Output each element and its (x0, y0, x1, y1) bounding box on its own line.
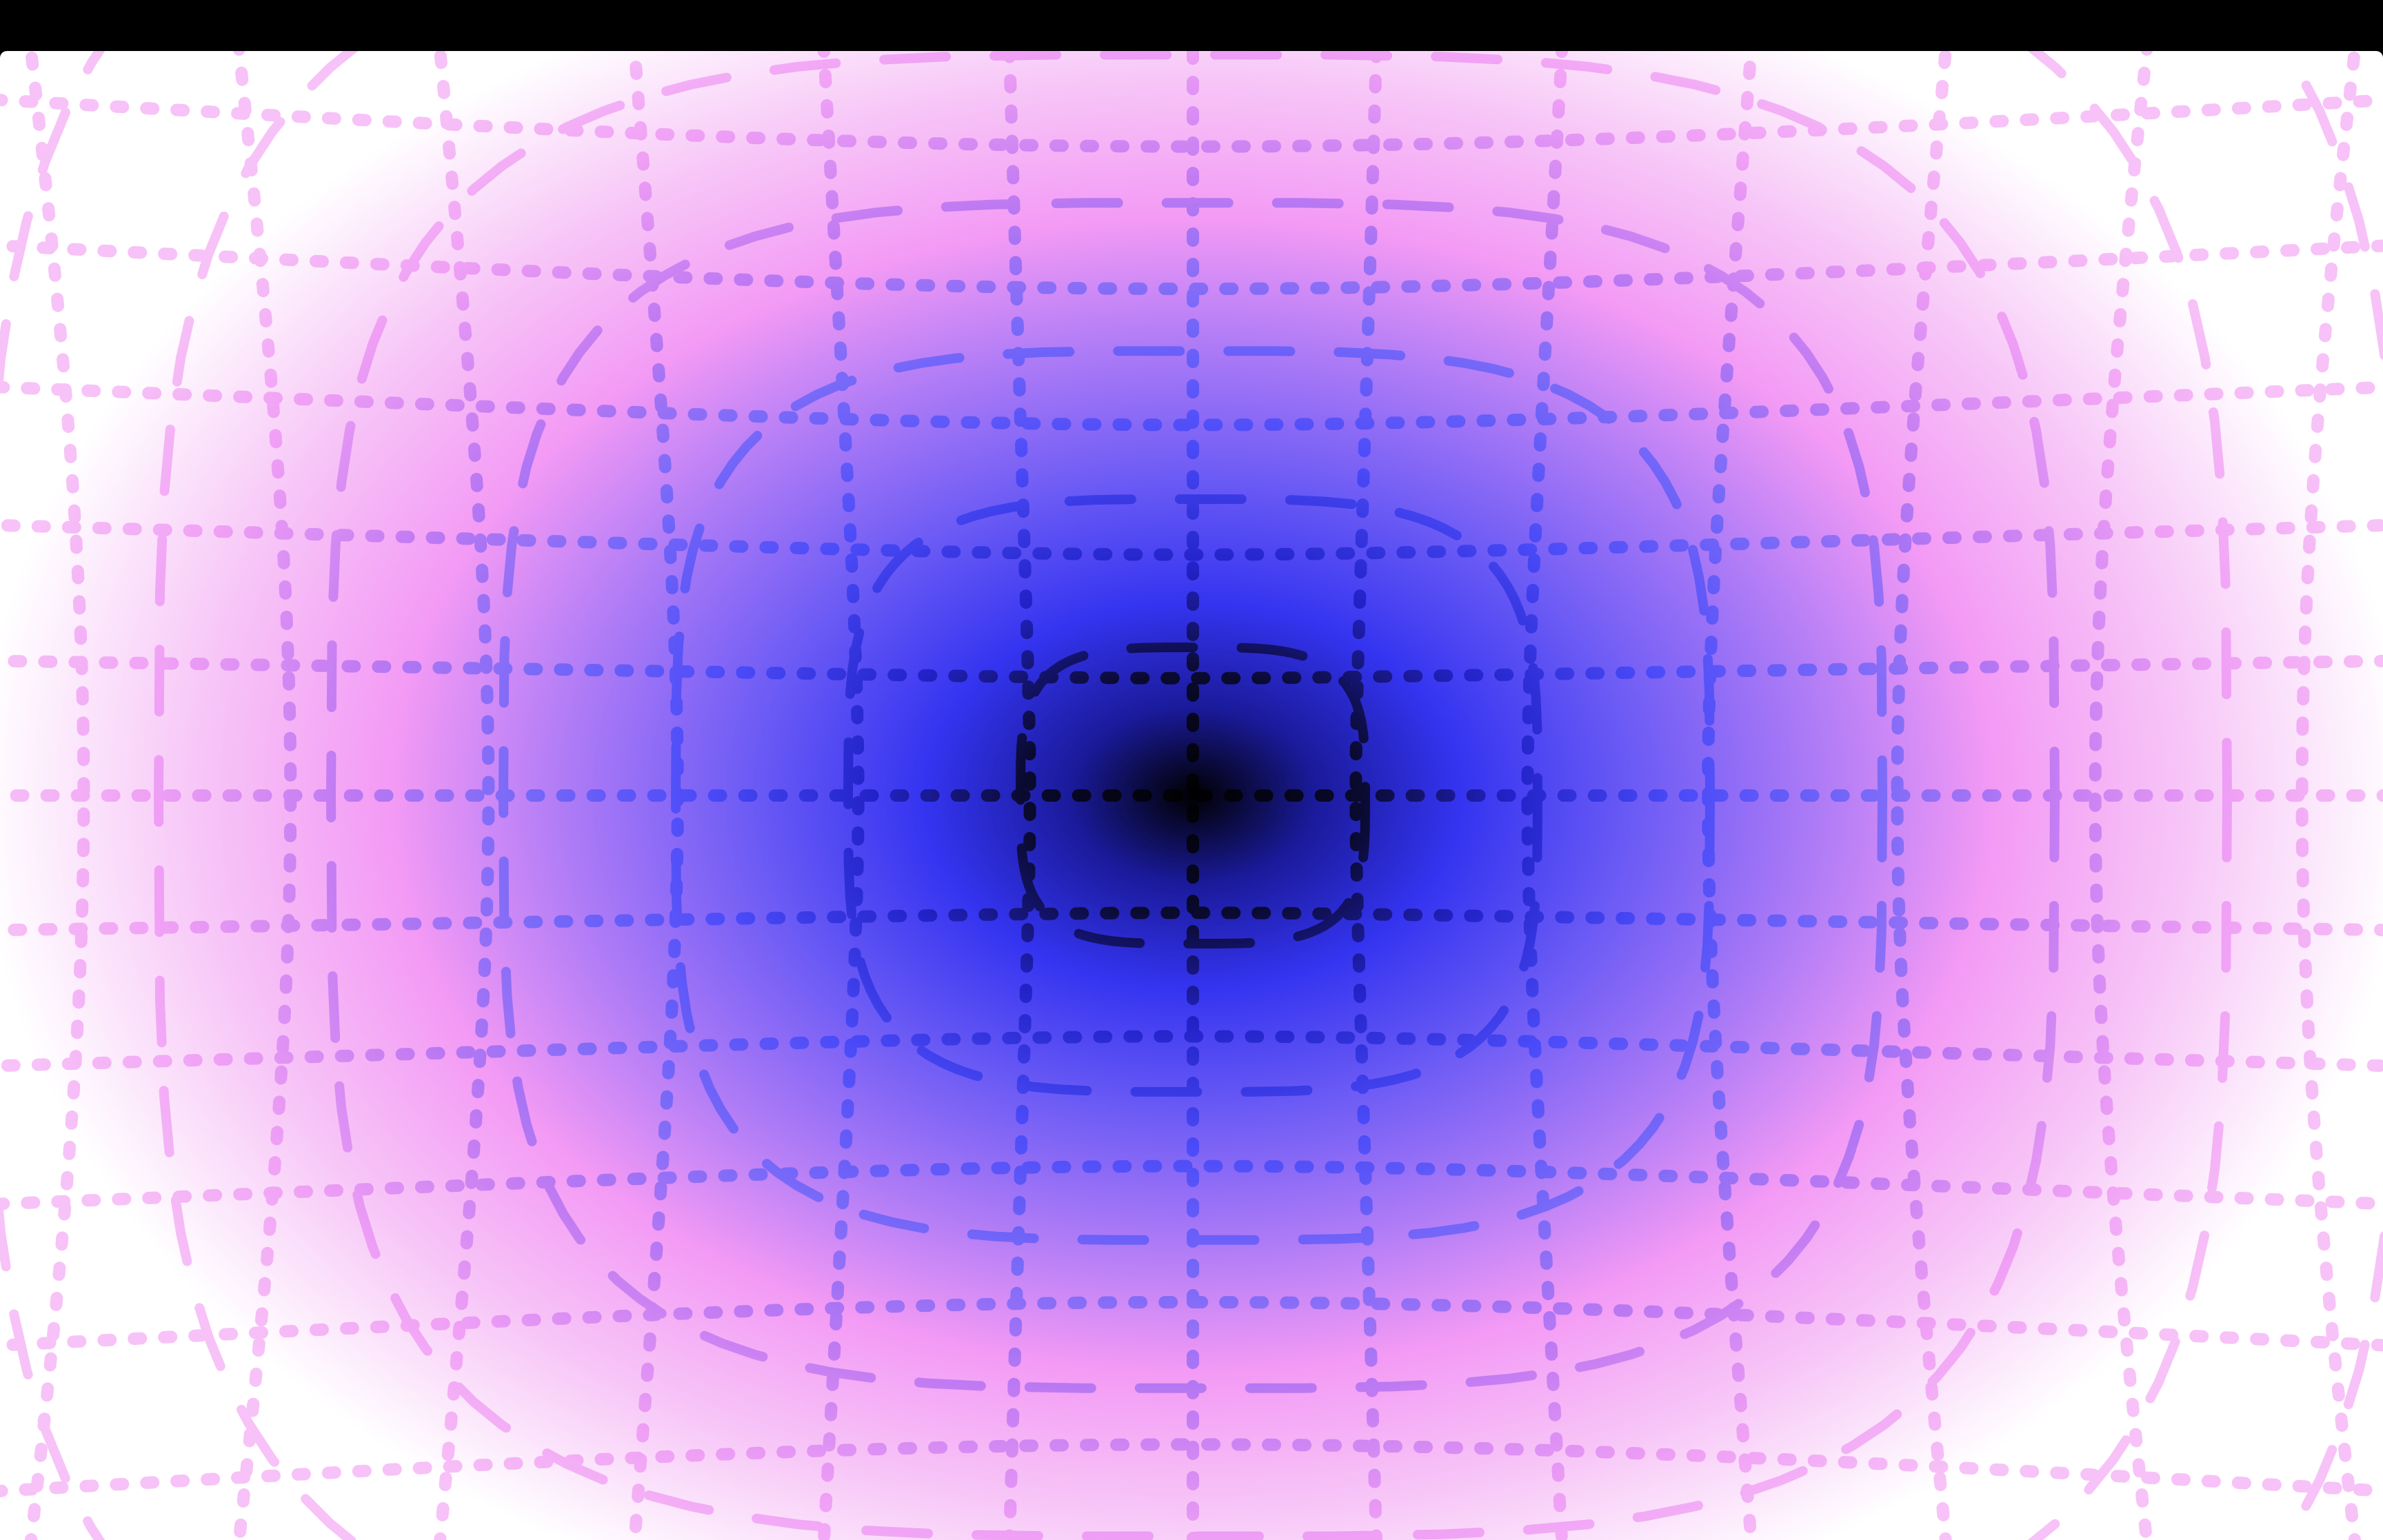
grid-ring (670, 346, 1715, 1245)
grid-ring (325, 51, 2060, 1540)
grid-ring (153, 51, 2232, 1540)
radial-grid-wallpaper-graphic (0, 51, 2383, 1540)
grid-line-horizontal (0, 1159, 2383, 1210)
menu-bar (0, 0, 2383, 51)
grid-line-horizontal (0, 1296, 2383, 1352)
grid-line-horizontal (0, 518, 2383, 561)
grid-line-horizontal (0, 654, 2383, 685)
wallpaper-grid-lines (0, 51, 2383, 1540)
grid-line-horizontal (0, 1438, 2383, 1497)
grid-line-vertical (2089, 51, 2153, 1540)
grid-ring (498, 198, 1887, 1393)
grid-line-horizontal (0, 239, 2383, 295)
grid-line-vertical (817, 51, 865, 1540)
grid-line-vertical (1521, 51, 1569, 1540)
grid-line-horizontal (0, 381, 2383, 432)
grid-ring (843, 494, 1542, 1097)
grid-line-vertical (2295, 51, 2362, 1540)
grid-line-horizontal (0, 1030, 2383, 1073)
grid-line-horizontal (0, 906, 2383, 937)
grid-ring (1015, 642, 1370, 949)
desktop-wallpaper (0, 51, 2383, 1540)
grid-line-horizontal (0, 94, 2383, 153)
